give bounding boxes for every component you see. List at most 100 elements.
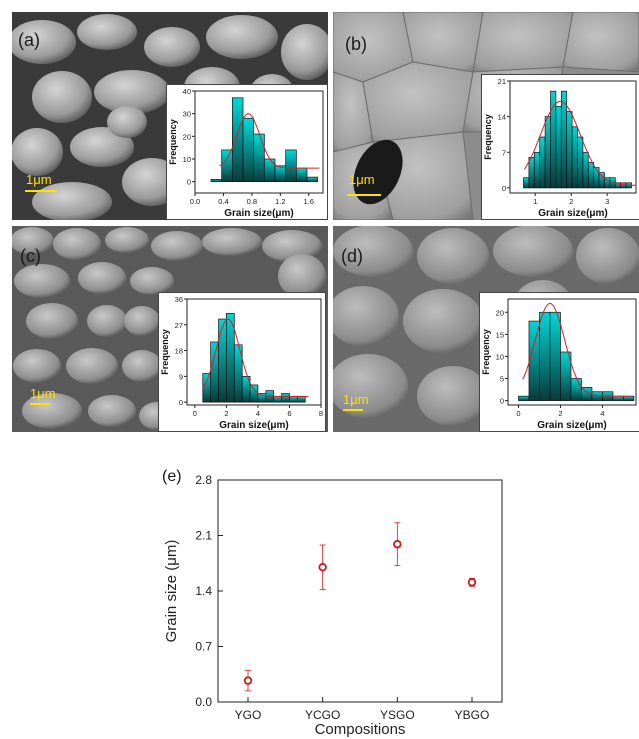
histogram-bar <box>560 351 572 401</box>
histogram-bar <box>274 165 287 183</box>
histogram-bar <box>560 90 568 189</box>
histogram-bar <box>587 162 595 189</box>
histogram-bar <box>577 136 584 189</box>
y-tick-label: 14 <box>498 113 506 122</box>
y-tick-label: 9 <box>179 372 183 381</box>
histogram-bar <box>598 172 605 189</box>
histogram-bar <box>539 136 546 189</box>
panel-label-c: (c) <box>20 246 41 266</box>
x-tick-label: 1.6 <box>304 197 314 206</box>
x-tick-label: 0 <box>193 409 197 418</box>
histogram-bar <box>221 149 233 183</box>
sem-panel-c: (c) 1μm 0 2 4 6 8 0 9 18 27 36 Grain size(μm) Frequ… <box>12 226 328 432</box>
hist-frame <box>186 298 322 406</box>
y-tick-label: 10 <box>183 155 191 164</box>
y-axis-label: Frequency <box>483 114 493 160</box>
histogram-bar <box>518 395 530 401</box>
scale-bar-label-c: 1μm <box>30 386 56 401</box>
x-tick-label: 0.8 <box>247 197 257 206</box>
panel-label-d: (d) <box>341 246 363 266</box>
histogram-bar <box>218 318 227 403</box>
y-tick-label: 10 <box>496 352 504 361</box>
histogram-bar <box>555 106 562 189</box>
histogram-inset-c: 0 2 4 6 8 0 9 18 27 36 Grain size(μm) Frequency <box>158 292 326 432</box>
sem-panel-a: (a) 1μm 0.0 0.4 0.8 1.2 1.6 0 10 20 30 40 Grain si… <box>12 12 328 220</box>
y-axis-label: Frequency <box>481 329 491 375</box>
panel-label-a: (a) <box>18 30 40 50</box>
panel-label-b: (b) <box>345 34 367 54</box>
panel-label-e: (e) <box>162 468 182 485</box>
histogram-bar <box>263 158 276 183</box>
y-tick-label: 0.0 <box>195 695 212 709</box>
histogram-bar <box>273 396 282 403</box>
scale-bar-label-d: 1μm <box>343 392 369 407</box>
x-tick-label: 4 <box>600 409 604 418</box>
scale-bar-a <box>25 190 57 192</box>
y-axis-label: Grain size (μm) <box>163 540 180 643</box>
x-axis-label: Grain size(μm) <box>219 420 288 431</box>
y-tick-label: 0 <box>502 184 506 193</box>
x-tick-label: YGO <box>235 708 262 722</box>
x-tick-label: YBGO <box>455 708 490 722</box>
y-tick-label: 21 <box>498 77 506 86</box>
histogram-bar <box>281 393 290 403</box>
histogram-bar <box>253 133 265 183</box>
scale-bar-b <box>347 194 381 196</box>
plot-frame <box>217 479 503 703</box>
histogram-a: 0.0 0.4 0.8 1.2 1.6 0 10 20 30 40 Grain size(μm) Fr… <box>168 87 324 219</box>
gaussian-fit-curve <box>202 318 309 397</box>
y-axis-label: Frequency <box>160 329 170 375</box>
hist-frame <box>194 90 324 194</box>
x-tick-label: 2 <box>569 197 573 206</box>
histogram-inset-b: 1 2 3 0 7 14 21 Grain size(μm) Frequency <box>481 74 639 220</box>
histogram-bar <box>539 311 551 401</box>
x-tick-label: 0 <box>516 409 520 418</box>
histogram-bar <box>289 396 298 403</box>
sem-panel-d: (d) 1μm 0 2 4 0 5 10 15 20 Grain size(μm) Frequen… <box>333 226 639 432</box>
x-tick-label: 8 <box>319 409 323 418</box>
gaussian-fit-curve <box>522 302 632 397</box>
gaussian-fit-curve <box>523 100 636 186</box>
x-tick-label: 4 <box>256 409 260 418</box>
histogram-bar <box>528 320 540 401</box>
histogram-bar <box>210 179 223 183</box>
histogram-bar <box>623 395 635 401</box>
histogram-bar <box>570 378 582 401</box>
scale-bar-c <box>30 403 50 405</box>
histogram-bar <box>210 341 219 403</box>
y-tick-label: 1.4 <box>195 584 212 598</box>
x-tick-label: 1 <box>533 197 537 206</box>
histogram-b: 1 2 3 0 7 14 21 Grain size(μm) Frequency <box>483 77 637 219</box>
y-tick-label: 15 <box>496 330 504 339</box>
histogram-bar <box>523 177 530 189</box>
histogram-c: 0 2 4 6 8 0 9 18 27 36 Grain size(μm) Frequency <box>160 295 323 431</box>
y-tick-label: 0.7 <box>195 640 212 654</box>
y-tick-label: 20 <box>183 132 191 141</box>
histogram-bar <box>306 176 319 183</box>
histogram-bar <box>285 149 297 183</box>
histogram-bar <box>544 116 551 189</box>
y-tick-label: 2.1 <box>195 529 212 543</box>
y-axis-label: Frequency <box>168 119 178 165</box>
y-tick-label: 0 <box>500 397 504 406</box>
x-tick-label: 2 <box>558 409 562 418</box>
y-tick-label: 2.8 <box>195 473 212 487</box>
x-axis-label: Grain size(μm) <box>537 420 606 431</box>
histogram-bar <box>582 151 589 189</box>
histogram-bar <box>566 111 573 189</box>
x-axis-label: Grain size(μm) <box>224 208 293 219</box>
histogram-bar <box>550 90 557 189</box>
x-tick-label: 2 <box>224 409 228 418</box>
scale-bar-d <box>343 409 363 411</box>
histogram-bar <box>249 384 259 403</box>
y-tick-label: 0 <box>179 398 183 407</box>
x-axis-label: Compositions <box>315 721 406 738</box>
y-tick-label: 30 <box>183 110 191 119</box>
gaussian-fit-curve <box>219 113 320 169</box>
histogram-bar <box>593 167 600 189</box>
data-point <box>243 676 253 685</box>
histogram-bar <box>295 167 308 183</box>
histogram-bar <box>231 97 244 183</box>
histogram-inset-a: 0.0 0.4 0.8 1.2 1.6 0 10 20 30 40 Grain size(μm) Fr… <box>166 84 328 220</box>
y-tick-label: 18 <box>175 347 183 356</box>
